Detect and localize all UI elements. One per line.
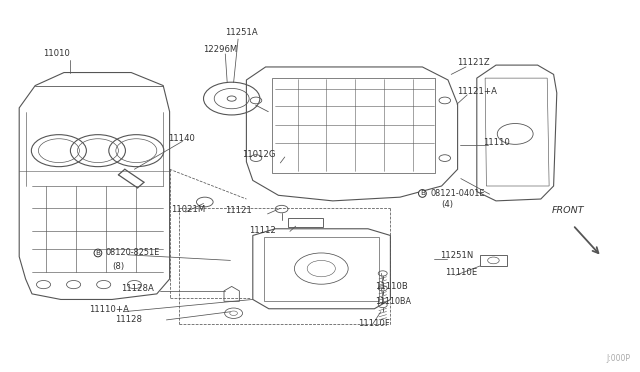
Text: 11121: 11121: [225, 206, 252, 215]
Text: (8): (8): [112, 262, 124, 271]
Bar: [288, 218, 323, 227]
Text: (4): (4): [442, 200, 454, 209]
Text: 11110E: 11110E: [445, 268, 477, 277]
Text: B: B: [420, 190, 425, 196]
Text: 11110F: 11110F: [358, 319, 390, 328]
Text: 11121+A: 11121+A: [458, 87, 498, 96]
Text: 08121-0401E: 08121-0401E: [430, 189, 484, 198]
Bar: [480, 255, 507, 266]
Text: FRONT: FRONT: [552, 206, 584, 215]
Text: 11021M: 11021M: [172, 205, 206, 214]
Text: J:000P: J:000P: [607, 354, 630, 363]
Text: 12296M: 12296M: [203, 45, 237, 54]
Text: 11251A: 11251A: [225, 28, 258, 37]
Text: 11010: 11010: [43, 49, 70, 58]
Text: 11121Z: 11121Z: [458, 58, 490, 67]
Text: 11251N: 11251N: [440, 251, 474, 260]
Text: B: B: [95, 250, 100, 256]
Text: 11112: 11112: [250, 226, 276, 235]
Text: 11110BA: 11110BA: [375, 297, 411, 306]
Text: 11110+A: 11110+A: [90, 305, 130, 314]
Text: 11110: 11110: [483, 138, 510, 147]
Text: 11128: 11128: [115, 315, 142, 324]
Text: 11140: 11140: [168, 134, 195, 143]
Text: 11128A: 11128A: [121, 284, 154, 293]
Text: 08120-8251E: 08120-8251E: [106, 248, 160, 257]
Text: 11110B: 11110B: [375, 282, 408, 291]
Text: 11012G: 11012G: [242, 150, 275, 158]
